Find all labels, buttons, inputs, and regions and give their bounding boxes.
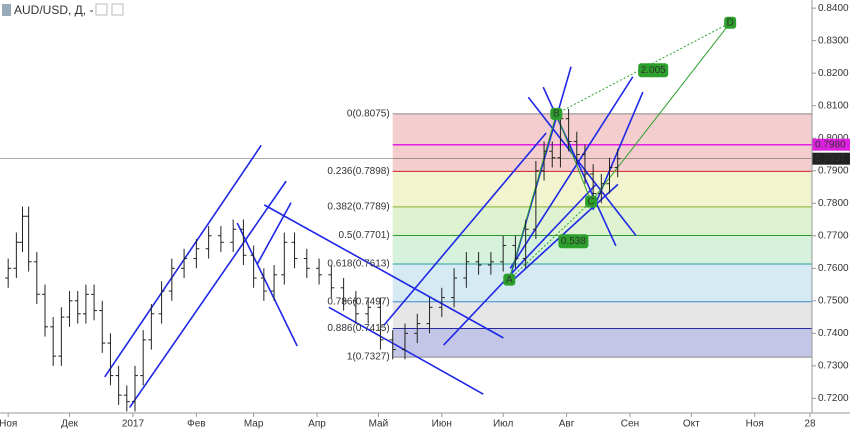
y-tick-label: 0.7300 [818, 360, 849, 371]
fib-label: 1(0.7327) [347, 352, 390, 363]
trendline [328, 306, 484, 395]
y-tick-label: 0.8400 [818, 3, 849, 14]
fib-zones [392, 113, 812, 358]
trendline [263, 204, 504, 339]
fib-zone [392, 328, 812, 358]
pattern-point-label: B [553, 108, 560, 119]
x-tick-label: Май [369, 419, 389, 430]
fib-label: 0(0.8075) [347, 108, 390, 119]
pattern-point-label: C [587, 196, 594, 207]
price-tag [812, 152, 850, 165]
ratio-label: 0.538 [561, 236, 586, 247]
price-tag [812, 138, 850, 151]
y-tick-label: 0.7700 [818, 230, 849, 241]
ratio-box [638, 63, 669, 78]
x-tick-label: Мар [244, 419, 264, 430]
x-tick-label: Сен [621, 419, 639, 430]
x-tick-label: Ноя [0, 419, 17, 430]
y-tick-label: 0.7500 [818, 295, 849, 306]
x-tick-label: Июл [493, 419, 513, 430]
pattern-leg [508, 201, 592, 281]
trendline [510, 183, 619, 283]
y-tick-label: 0.8100 [818, 100, 849, 111]
button[interactable] [95, 3, 108, 16]
y-tick-label: 0.7800 [818, 198, 849, 209]
pattern-leg [590, 22, 731, 202]
y-tick-label: 0.8300 [818, 35, 849, 46]
price-tag-label: 0.7980 [815, 139, 846, 150]
pattern-point [550, 107, 563, 120]
fib-zone [392, 264, 812, 302]
button[interactable] [111, 3, 124, 16]
fib-label: 0.382(0.7789) [327, 201, 389, 212]
y-tick-label: 0.7600 [818, 263, 849, 274]
bars [5, 108, 621, 412]
fib-label: 0.618(0.7613) [327, 259, 389, 270]
fib-label: 0.886(0.7415) [327, 323, 389, 334]
y-tick-label: 0.7900 [818, 165, 849, 176]
trendline [104, 144, 262, 378]
pattern-point [585, 195, 598, 208]
x-tick-label: Дек [61, 419, 78, 430]
pattern-point-label: A [506, 274, 513, 285]
fib-zone [392, 235, 812, 265]
pattern-point [503, 273, 516, 286]
pattern-point-label: D [727, 17, 734, 28]
fib-zone [392, 113, 812, 172]
symbol-icon[interactable] [2, 4, 11, 16]
x-tick-label: 28 [804, 419, 816, 430]
trendline [129, 180, 287, 408]
y-tick-label: 0.8200 [818, 68, 849, 79]
trendline [509, 76, 634, 269]
x-tick-label: Окт [683, 419, 700, 430]
pattern-leg [508, 113, 557, 280]
fib-zone [392, 301, 812, 329]
y-tick-label: 0.7200 [818, 393, 849, 404]
pattern-leg [556, 22, 731, 115]
fib-zone [392, 206, 812, 236]
trendline [383, 132, 547, 327]
x-tick-label: Фев [187, 419, 205, 430]
fib-label: 0.786(0.7497) [327, 296, 389, 307]
price-tag-label: 0.7937 [815, 153, 846, 164]
ratio-box [558, 234, 589, 249]
trendline [527, 96, 637, 236]
fib-label: 0.5(0.7701) [339, 230, 390, 241]
x-tick-label: Ноя [746, 419, 764, 430]
labels: 0(0.8075) 0.236(0.7898) 0.382(0.7789) 0.5(0… [327, 16, 850, 363]
pattern-point [724, 16, 737, 29]
y-tick-label: 0.8000 [818, 133, 849, 144]
pattern-leg [555, 113, 592, 202]
axes: 0.7200 0.7300 0.7400 0.7500 0.7600 0.7700 0.78… [0, 3, 849, 430]
y-tick-label: 0.7400 [818, 328, 849, 339]
ratio-label: 2.005 [641, 65, 666, 76]
x-tick-label: Авг [559, 419, 575, 430]
fib-label: 0.236(0.7898) [327, 166, 389, 177]
trendline [256, 202, 292, 265]
x-tick-label: Июн [432, 419, 452, 430]
trendline [443, 183, 597, 346]
x-tick-label: Апр [308, 419, 326, 430]
x-tick-label: 2017 [122, 419, 145, 430]
trendline [236, 222, 298, 347]
chart-title: AUD/USD, Д, - [14, 3, 93, 17]
